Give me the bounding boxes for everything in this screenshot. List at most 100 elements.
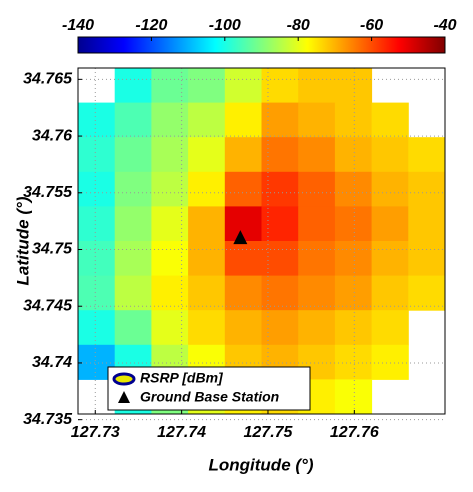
y-tick-label: 34.755 (23, 184, 73, 201)
field-cell (298, 171, 336, 207)
field-cell (408, 137, 445, 173)
field-cell (298, 275, 336, 311)
field-cell (114, 206, 152, 242)
field-cell (188, 137, 226, 173)
field-cell (224, 171, 262, 207)
field-cell (114, 275, 152, 311)
field-cell (151, 68, 189, 104)
field-cell (188, 275, 226, 311)
field-cell (188, 102, 226, 138)
colorbar-tick-label: -100 (209, 17, 241, 34)
field-cell (334, 379, 373, 414)
y-tick-label: 34.735 (23, 411, 73, 428)
x-tick-label: 127.76 (330, 424, 379, 441)
y-tick-label: 34.74 (32, 354, 72, 371)
field-cell (78, 241, 116, 277)
field-cell (224, 68, 262, 104)
colorbar-tick-label: -60 (360, 17, 383, 34)
field-cell (151, 102, 189, 138)
legend-box (107, 366, 311, 411)
field-cell (261, 68, 299, 104)
field-cell (371, 137, 409, 173)
colorbar-tick-label: -40 (433, 17, 456, 34)
field-cell (224, 275, 262, 311)
legend-label: Ground Base Station (140, 389, 279, 405)
field-cell (334, 344, 373, 380)
field-cell (151, 137, 189, 173)
field-cell (298, 68, 336, 104)
field-cell (188, 171, 226, 207)
field-cell (224, 310, 262, 346)
field-cell (298, 137, 336, 173)
field-cell (371, 102, 409, 138)
field-cell (261, 206, 299, 242)
colorbar (77, 36, 446, 54)
field-cell (114, 310, 152, 346)
x-tick-label: 127.73 (71, 424, 120, 441)
field-cell (114, 171, 152, 207)
field-cell (188, 68, 226, 104)
colorbar-tick-label: -140 (62, 17, 94, 34)
field-cell (334, 310, 373, 346)
field-cell (261, 310, 299, 346)
field-cell (78, 102, 116, 138)
field-cell (408, 171, 445, 207)
field-cell (334, 275, 373, 311)
y-tick-label: 34.745 (23, 297, 73, 314)
field-cell (371, 206, 409, 242)
field-cell (371, 344, 409, 380)
field-cell (334, 241, 373, 277)
field-cell (114, 137, 152, 173)
legend-icon (112, 372, 136, 386)
field-cell (371, 241, 409, 277)
field-cell (261, 137, 299, 173)
field-cell (261, 275, 299, 311)
field-cell (298, 102, 336, 138)
field-cell (114, 241, 152, 277)
grid (78, 68, 445, 421)
field-cell (371, 171, 409, 207)
field-cell (371, 275, 409, 311)
field-cell (188, 310, 226, 346)
field-cell (151, 275, 189, 311)
field-cell (334, 206, 373, 242)
x-tick-label: 127.74 (157, 424, 206, 441)
y-tick-label: 34.75 (32, 241, 73, 258)
field-cell (408, 206, 445, 242)
plot-frame (77, 67, 446, 415)
field-cell (261, 102, 299, 138)
field-cell (334, 102, 373, 138)
legend: RSRP [dBm] Ground Base Station (107, 366, 311, 411)
field-cell (78, 275, 116, 311)
field-cell (408, 275, 445, 311)
legend-icon (118, 391, 130, 403)
x-tick-label: 127.75 (244, 424, 294, 441)
field-cell (224, 241, 262, 277)
field-cell (334, 171, 373, 207)
field-cell (151, 241, 189, 277)
field-cell (334, 68, 373, 104)
field-cell (114, 68, 152, 104)
field-cell (224, 102, 262, 138)
field-cell (188, 241, 226, 277)
field-cell (151, 310, 189, 346)
colorbar-tick-label: -80 (287, 17, 310, 34)
y-tick-label: 34.76 (32, 127, 72, 144)
field-cell (334, 137, 373, 173)
field-cell (151, 171, 189, 207)
field-cell (298, 241, 336, 277)
field-cell (371, 310, 409, 346)
field-cell (298, 310, 336, 346)
field-cell (114, 102, 152, 138)
base-station (233, 230, 248, 245)
legend-label: RSRP [dBm] (140, 370, 224, 386)
field-cell (78, 206, 116, 242)
field-cell (408, 241, 445, 277)
field-cell (224, 137, 262, 173)
field-cell (78, 137, 116, 173)
y-tick-label: 34.765 (23, 71, 73, 88)
field-cell (298, 206, 336, 242)
field-cell (151, 206, 189, 242)
field-cell (78, 310, 116, 346)
